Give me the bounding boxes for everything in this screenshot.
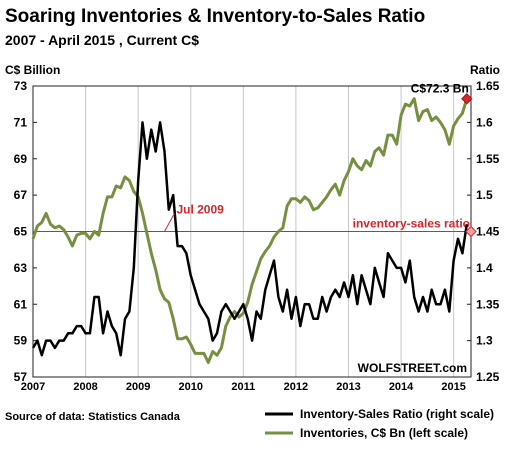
legend-label-ratio: Inventory-Sales Ratio (right scale) <box>300 407 494 421</box>
x-tick-label: 2007 <box>21 381 45 393</box>
chart-title: Soaring Inventories & Inventory-to-Sales… <box>5 6 425 27</box>
x-tick-label: 2013 <box>336 381 360 393</box>
ratio-series-line <box>31 121 469 357</box>
left-tick-label: 65 <box>14 225 28 239</box>
right-tick-label: 1.6 <box>476 115 493 129</box>
endpoint-label: C$72.3 Bn <box>411 82 469 96</box>
watermark: WOLFSTREET.com <box>358 361 467 375</box>
right-tick-label: 1.5 <box>476 188 493 202</box>
right-axis-ticks: 1.25 1.3 1.35 1.4 1.45 1.5 1.55 1.6 1.65 <box>467 79 500 384</box>
left-axis-title: C$ Billion <box>5 63 60 77</box>
left-tick-label: 63 <box>14 261 28 275</box>
jul-2009-leader <box>164 213 175 232</box>
endpoint-marker <box>461 93 473 105</box>
left-axis-ticks: 57 59 61 63 65 67 69 71 73 <box>14 79 37 384</box>
x-tick-label: 2009 <box>126 381 150 393</box>
legend: Inventory-Sales Ratio (right scale) Inve… <box>265 407 494 440</box>
source-note: Source of data: Statistics Canada <box>5 411 181 423</box>
left-tick-label: 57 <box>14 370 28 384</box>
legend-label-inventories: Inventories, C$ Bn (left scale) <box>300 426 468 440</box>
right-axis-title: Ratio <box>470 63 500 77</box>
right-tick-label: 1.55 <box>476 152 500 166</box>
x-tick-label: 2012 <box>284 381 308 393</box>
x-tick-label: 2015 <box>441 381 465 393</box>
left-tick-label: 71 <box>14 115 28 129</box>
x-tick-label: 2008 <box>73 381 97 393</box>
right-tick-label: 1.65 <box>476 79 500 93</box>
right-tick-label: 1.4 <box>476 261 493 275</box>
left-tick-label: 73 <box>14 79 28 93</box>
x-axis-ticks: 2007 2008 2009 2010 2011 2012 2013 2014 2015 <box>21 381 466 393</box>
right-tick-label: 1.3 <box>476 334 493 348</box>
ratio-line-label: inventory-sales ratio <box>353 217 470 231</box>
left-tick-label: 59 <box>14 334 28 348</box>
left-tick-label: 69 <box>14 152 28 166</box>
chart-subtitle: 2007 - April 2015 , Current C$ <box>5 32 199 48</box>
right-tick-label: 1.45 <box>476 225 500 239</box>
right-tick-label: 1.35 <box>476 297 500 311</box>
x-tick-label: 2014 <box>389 381 414 393</box>
x-tick-label: 2011 <box>231 381 255 393</box>
jul-2009-label: Jul 2009 <box>176 203 224 217</box>
ratio-endpoint-marker <box>465 225 477 238</box>
x-tick-label: 2010 <box>179 381 203 393</box>
left-tick-label: 61 <box>14 297 28 311</box>
right-tick-label: 1.25 <box>476 370 500 384</box>
inventories-series-line <box>31 97 469 364</box>
left-tick-label: 67 <box>14 188 28 202</box>
